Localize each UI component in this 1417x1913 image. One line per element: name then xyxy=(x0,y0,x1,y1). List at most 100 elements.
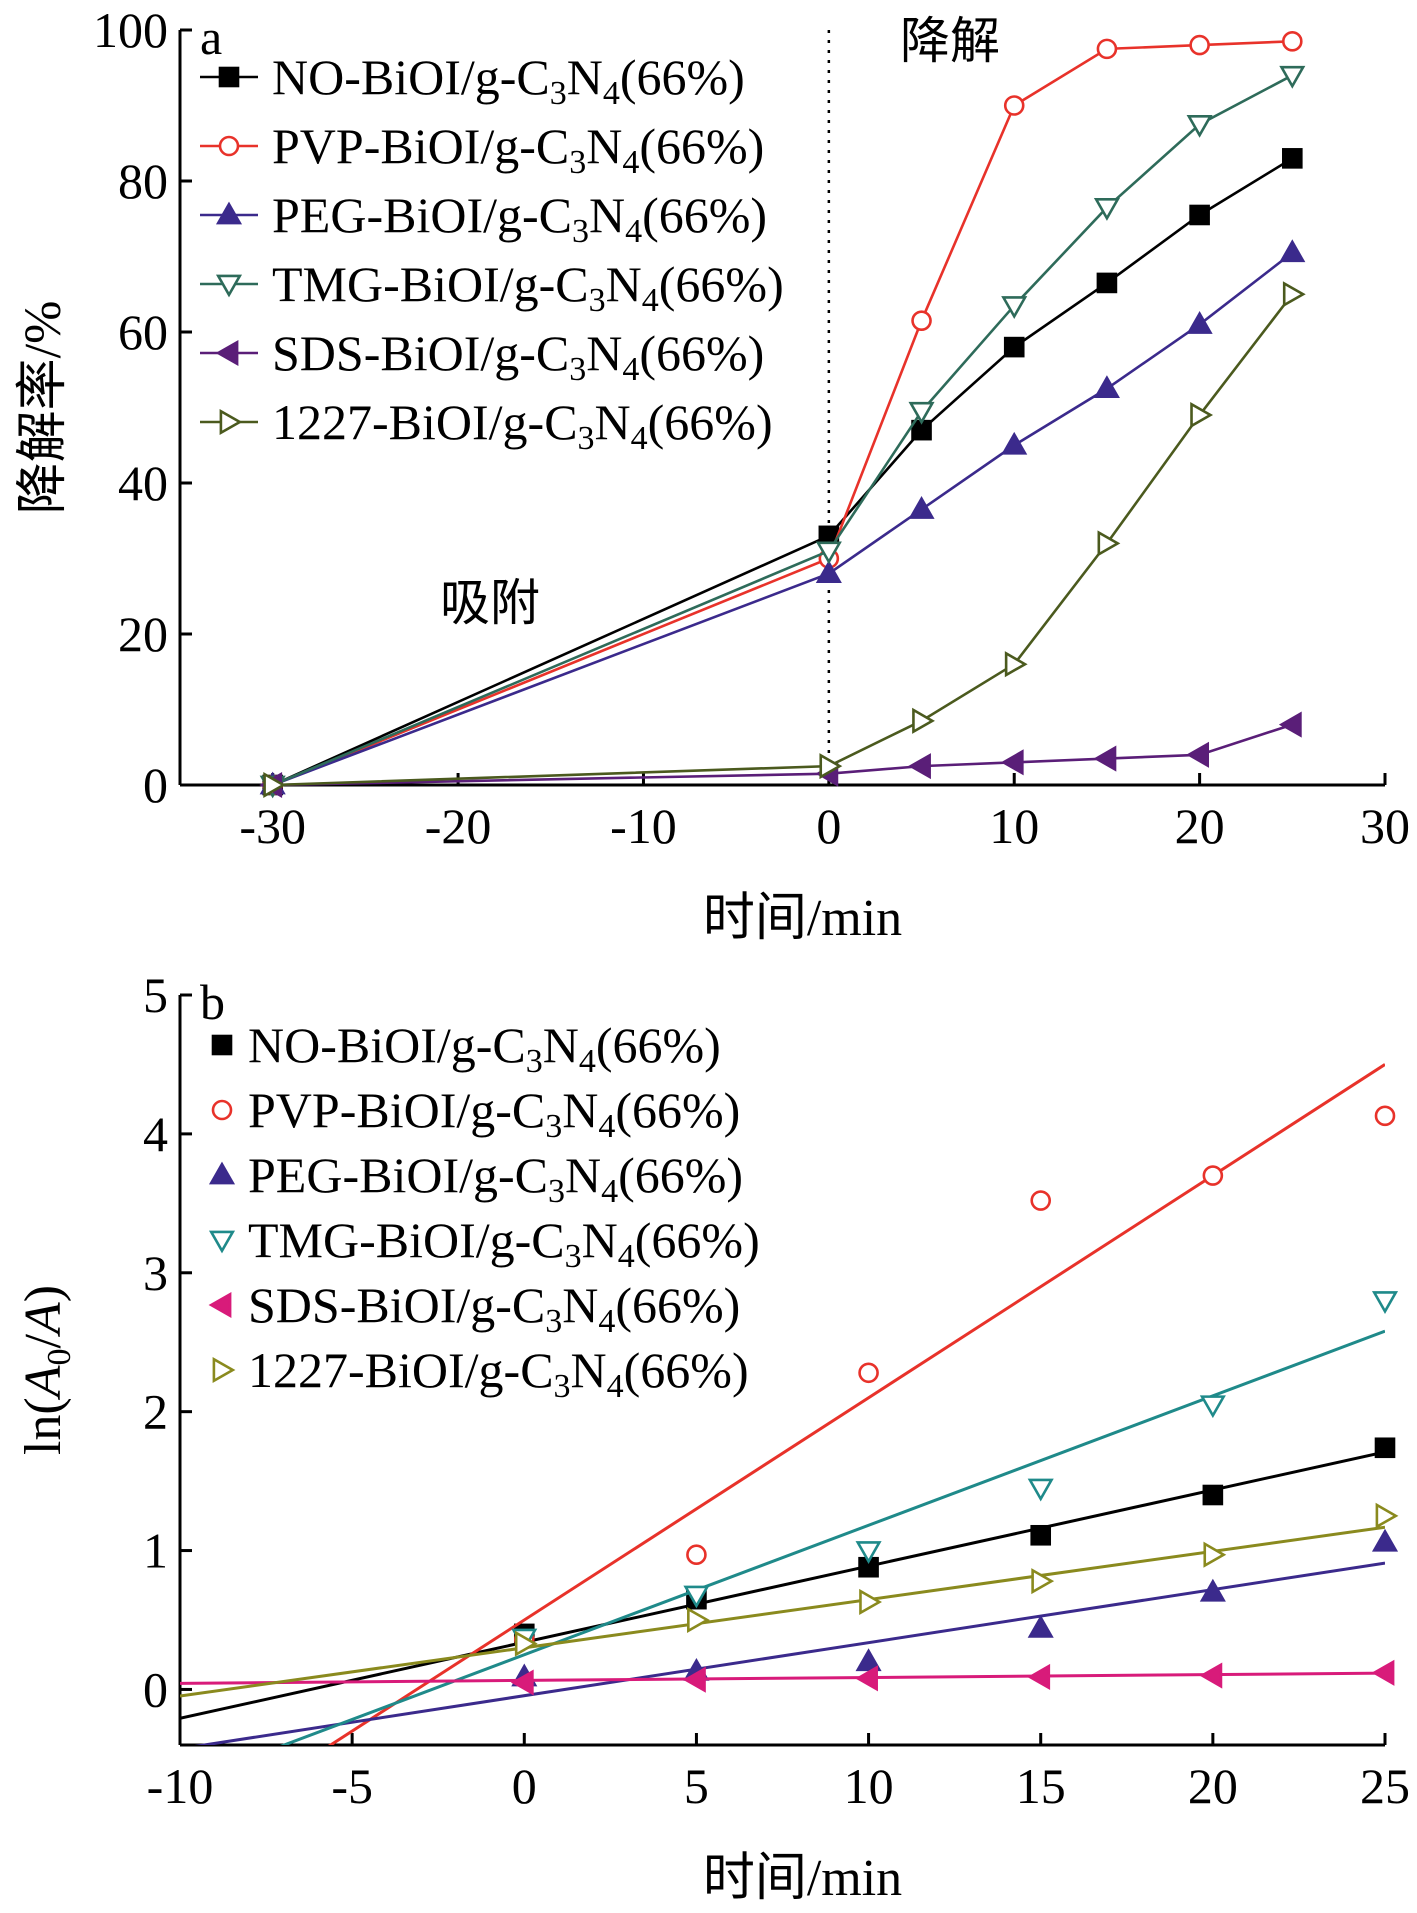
legend-item-1227-bioi-g-c3n4-66: 1227-BiOI/g-C3N4(66%) xyxy=(212,1342,749,1405)
legend-item-pvp-bioi-g-c3n4-66: PVP-BiOI/g-C3N4(66%) xyxy=(211,1082,740,1145)
data-point xyxy=(510,1669,534,1696)
legend-item-tmg-bioi-g-c3n4-66: TMG-BiOI/g-C3N4(66%) xyxy=(200,256,784,319)
y-tick-label: 0 xyxy=(143,1661,168,1717)
legend-label-part: 3 xyxy=(545,1303,562,1340)
legend-label-part: NO-BiOI/g-C xyxy=(248,1017,526,1073)
data-point xyxy=(1001,431,1028,455)
y-tick-label: 4 xyxy=(143,1106,168,1162)
data-point xyxy=(263,771,287,799)
y-tick-label: 0 xyxy=(143,757,168,813)
legend-label-part: PVP-BiOI/g-C xyxy=(272,118,569,174)
data-point xyxy=(1093,375,1120,399)
legend-label: NO-BiOI/g-C3N4(66%) xyxy=(248,1017,721,1080)
x-tick-label: -5 xyxy=(331,1758,373,1814)
legend-label: TMG-BiOI/g-C3N4(66%) xyxy=(272,256,784,319)
data-point xyxy=(908,496,935,519)
fit-line-pvp-bioi-g-c3n4-66 xyxy=(327,1063,1385,1745)
legend-label-part: SDS-BiOI/g-C xyxy=(248,1277,545,1333)
y-tick-label: 80 xyxy=(118,153,168,209)
y-axis-title-part: ln( xyxy=(15,1397,72,1455)
legend-label-part: 3 xyxy=(526,1043,543,1080)
legend-label: 1227-BiOI/g-C3N4(66%) xyxy=(272,394,773,457)
legend-label-part: (66%) xyxy=(639,325,764,381)
y-tick-label: 20 xyxy=(118,606,168,662)
series-sds-bioi-g-c3n4-66 xyxy=(180,1659,1395,1696)
legend-marker xyxy=(211,1034,233,1056)
x-tick-label: 25 xyxy=(1360,1758,1410,1814)
legend-label-part: 4 xyxy=(625,213,642,250)
legend-item-no-bioi-g-c3n4-66: NO-BiOI/g-C3N4(66%) xyxy=(211,1017,721,1080)
legend-label: 1227-BiOI/g-C3N4(66%) xyxy=(248,1342,749,1405)
y-tick-label: 2 xyxy=(143,1384,168,1440)
data-point xyxy=(1096,38,1118,60)
legend-label-part: N xyxy=(606,256,642,312)
y-tick-label: 5 xyxy=(143,967,168,1023)
legend-label-part: (66%) xyxy=(618,1147,743,1203)
data-point xyxy=(1189,34,1210,56)
legend-label-part: (66%) xyxy=(648,394,773,450)
y-axis-title-part: 0 xyxy=(41,1349,78,1366)
legend-item-no-bioi-g-c3n4-66: NO-BiOI/g-C3N4(66%) xyxy=(200,49,745,112)
legend-label-part: NO-BiOI/g-C xyxy=(272,49,550,105)
legend-label-part: 3 xyxy=(569,144,586,181)
y-tick-label: 1 xyxy=(143,1523,168,1579)
data-point xyxy=(911,310,932,331)
legend-label-part: TMG-BiOI/g-C xyxy=(272,256,589,312)
legend-label-part: 4 xyxy=(622,351,639,388)
panel-letter: a xyxy=(200,9,222,65)
legend-label-part: N xyxy=(595,394,631,450)
x-tick-label: 5 xyxy=(684,1758,709,1814)
x-tick-label: 10 xyxy=(989,798,1039,854)
legend-label-part: N xyxy=(586,325,622,381)
legend-item-1227-bioi-g-c3n4-66: 1227-BiOI/g-C3N4(66%) xyxy=(200,394,773,457)
data-point xyxy=(815,560,842,584)
data-point xyxy=(1282,148,1303,169)
data-point xyxy=(687,1606,710,1634)
legend-marker xyxy=(215,201,243,225)
fit-line-sds-bioi-g-c3n4-66 xyxy=(180,1671,1385,1685)
data-point xyxy=(1375,1502,1399,1529)
legend-label: SDS-BiOI/g-C3N4(66%) xyxy=(248,1277,740,1340)
legend-label-part: (66%) xyxy=(635,1212,760,1268)
data-point xyxy=(1371,1528,1399,1552)
data-point xyxy=(1004,651,1028,678)
legend-label-part: 3 xyxy=(565,1238,582,1275)
data-point xyxy=(1027,1614,1054,1638)
legend-label-part: N xyxy=(543,1017,579,1073)
legend: NO-BiOI/g-C3N4(66%)PVP-BiOI/g-C3N4(66%)P… xyxy=(200,49,784,457)
data-point xyxy=(1186,311,1213,334)
x-axis-title: 时间/min xyxy=(703,890,902,947)
legend-label-part: N xyxy=(562,1082,598,1138)
data-point xyxy=(1093,745,1117,772)
x-tick-label: -30 xyxy=(239,798,306,854)
series-line-no-bioi-g-c3n4-66 xyxy=(272,157,1293,787)
data-point xyxy=(1202,1165,1224,1186)
legend-label-part: 3 xyxy=(589,282,606,319)
data-point xyxy=(1096,272,1118,294)
legend-item-peg-bioi-g-c3n4-66: PEG-BiOI/g-C3N4(66%) xyxy=(200,187,767,250)
data-point xyxy=(1000,749,1024,776)
data-point xyxy=(1282,281,1306,308)
data-point xyxy=(855,1648,882,1672)
data-point xyxy=(908,753,931,780)
legend-item-sds-bioi-g-c3n4-66: SDS-BiOI/g-C3N4(66%) xyxy=(200,325,764,388)
data-point xyxy=(1278,711,1302,738)
x-tick-label: 20 xyxy=(1188,1758,1238,1814)
series-tmg-bioi-g-c3n4-66 xyxy=(279,1291,1399,1745)
y-axis-title-part: A xyxy=(15,1302,72,1337)
annotation-1: 吸附 xyxy=(440,575,540,631)
series-1227-bioi-g-c3n4-66 xyxy=(263,281,1306,799)
legend-label: SDS-BiOI/g-C3N4(66%) xyxy=(272,325,764,388)
legend-label-part: 4 xyxy=(598,1303,615,1340)
data-point xyxy=(1093,198,1120,221)
legend-label-part: 1227-BiOI/g-C xyxy=(272,394,578,450)
annotation-0: 降解 xyxy=(900,13,1000,69)
y-tick-label: 100 xyxy=(93,2,168,58)
x-tick-label: -20 xyxy=(425,798,492,854)
legend-marker xyxy=(215,274,243,298)
legend-label-part: (66%) xyxy=(659,256,784,312)
data-point xyxy=(859,1588,882,1615)
legend-label-part: N xyxy=(586,118,622,174)
legend-label-part: 1227-BiOI/g-C xyxy=(248,1342,554,1398)
x-tick-label: 15 xyxy=(1016,1758,1066,1814)
